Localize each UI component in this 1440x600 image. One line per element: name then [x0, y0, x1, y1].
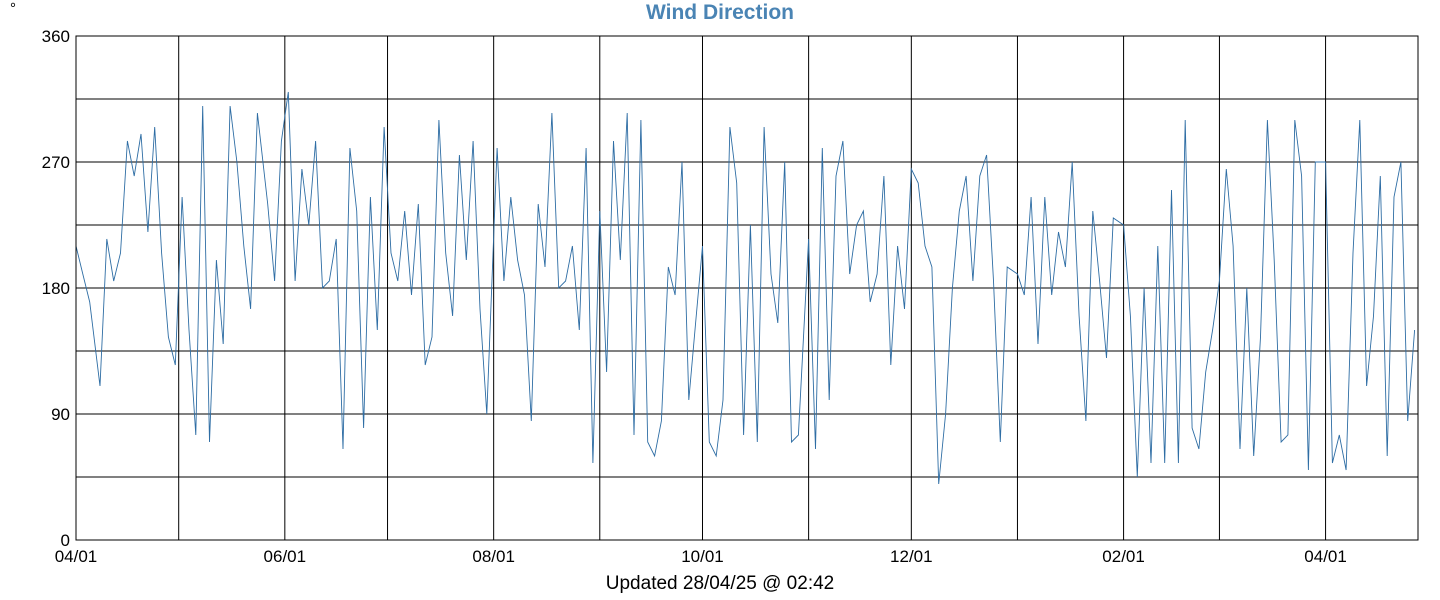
updated-timestamp: Updated 28/04/25 @ 02:42 [605, 573, 835, 594]
x-tick-labels: 04/01 06/01 08/01 10/01 12/01 02/01 04/01 [55, 547, 1347, 566]
chart-title: Wind Direction [646, 1, 794, 24]
y-tick-labels: 0 90 180 270 360 [42, 27, 70, 550]
x-tick-label: 10/01 [681, 547, 724, 566]
wind-direction-series-line [75, 91, 1416, 485]
x-tick-label: 08/01 [472, 547, 515, 566]
x-tick-label: 06/01 [264, 547, 307, 566]
x-tick-label: 04/01 [1304, 547, 1347, 566]
grid-lines [76, 36, 1418, 540]
y-axis-unit-label: ° [10, 0, 16, 17]
x-tick-label: 12/01 [890, 547, 933, 566]
y-tick-label: 360 [42, 27, 70, 46]
y-tick-label: 180 [42, 279, 70, 298]
y-tick-label: 270 [42, 153, 70, 172]
x-tick-label: 04/01 [55, 547, 98, 566]
x-tick-label: 02/01 [1102, 547, 1145, 566]
y-tick-label: 0 [61, 531, 70, 550]
y-tick-label: 90 [51, 405, 70, 424]
plot-frame [75, 35, 1419, 541]
